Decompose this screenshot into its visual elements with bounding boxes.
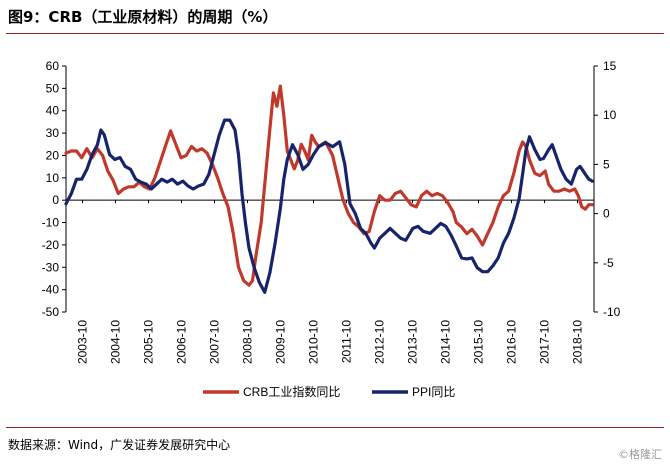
left-y-tick-label: 50 xyxy=(46,81,60,95)
x-tick-label: 2006-10 xyxy=(175,320,189,364)
x-tick-label: 2014-10 xyxy=(439,320,453,364)
left-y-tick-label: 10 xyxy=(46,171,60,185)
x-tick-label: 2016-10 xyxy=(505,320,519,364)
left-y-tick-label: -10 xyxy=(42,216,60,230)
crb-series-line xyxy=(64,84,594,287)
left-y-tick-label: 40 xyxy=(46,104,60,118)
chart-legend: CRB工业指数同比 PPI同比 xyxy=(203,384,455,399)
x-tick-label: 2007-10 xyxy=(208,320,222,364)
x-tick-label: 2012-10 xyxy=(373,320,387,364)
right-y-tick-label: -5 xyxy=(603,256,614,270)
chart-series xyxy=(64,84,594,294)
left-y-tick-label: 0 xyxy=(52,193,59,207)
left-y-tick-label: -30 xyxy=(42,260,60,274)
left-y-tick-label: -20 xyxy=(42,238,60,252)
x-tick-label: 2008-10 xyxy=(241,320,255,364)
x-tick-label: 2003-10 xyxy=(76,320,90,364)
crb-legend-label: CRB工业指数同比 xyxy=(243,384,340,399)
chart-axes: 6050403020100-10-20-30-40-50151050-5-102… xyxy=(42,59,621,364)
left-y-tick-label: 20 xyxy=(46,148,60,162)
x-tick-label: 2017-10 xyxy=(538,320,552,364)
right-y-tick-label: -10 xyxy=(603,305,621,319)
x-tick-label: 2013-10 xyxy=(406,320,420,364)
left-y-tick-label: -40 xyxy=(42,283,60,297)
right-y-tick-label: 15 xyxy=(603,59,617,73)
right-y-tick-label: 5 xyxy=(603,157,610,171)
title-divider xyxy=(6,33,664,34)
left-y-tick-label: 60 xyxy=(46,59,60,73)
x-tick-label: 2018-10 xyxy=(571,320,585,364)
right-y-tick-label: 10 xyxy=(603,108,617,122)
left-y-tick-label: -50 xyxy=(42,305,60,319)
x-tick-label: 2004-10 xyxy=(109,320,123,364)
data-source-note: 数据来源：Wind，广发证券发展研究中心 xyxy=(8,438,231,452)
x-tick-label: 2010-10 xyxy=(307,320,321,364)
x-tick-label: 2015-10 xyxy=(472,320,486,364)
x-tick-label: 2011-10 xyxy=(340,320,354,363)
right-y-tick-label: 0 xyxy=(603,207,610,221)
ppi-series-line xyxy=(64,118,594,294)
footer-divider xyxy=(6,427,664,428)
left-y-tick-label: 30 xyxy=(46,126,60,140)
ppi-legend-label: PPI同比 xyxy=(412,385,455,399)
x-tick-label: 2009-10 xyxy=(274,320,288,364)
watermark-text: ©格隆汇 xyxy=(618,448,662,461)
line-chart: 6050403020100-10-20-30-40-50151050-5-102… xyxy=(42,59,621,399)
x-tick-label: 2005-10 xyxy=(142,320,156,364)
chart-title: 图9：CRB（工业原材料）的周期（%） xyxy=(8,8,278,26)
